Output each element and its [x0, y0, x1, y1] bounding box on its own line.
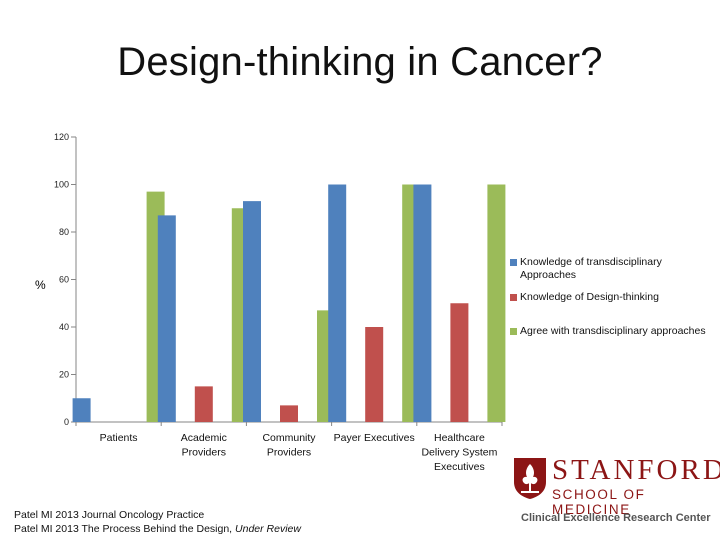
x-category-label: Community	[262, 432, 316, 444]
school-of-medicine-text: SCHOOL OF MEDICINE	[552, 487, 646, 517]
y-tick-label: 20	[59, 370, 69, 380]
x-category-label: Executives	[434, 461, 485, 473]
bar	[157, 215, 176, 422]
x-category-label: Delivery System	[421, 447, 497, 459]
y-tick-label: 40	[59, 322, 69, 332]
x-category-label: Providers	[267, 447, 311, 459]
bar	[365, 327, 384, 422]
x-category-label: Payer Executives	[334, 432, 415, 444]
x-category-label: Healthcare	[434, 432, 485, 444]
bar	[413, 184, 432, 422]
bar	[280, 405, 298, 422]
bar	[243, 201, 261, 422]
stanford-logo: STANFORD SCHOOL OF MEDICINE Clinical Exc…	[512, 454, 720, 526]
y-tick-label: 80	[59, 227, 69, 237]
legend-label: Knowledge of transdisciplinary Approaches	[520, 256, 662, 281]
legend-item: Knowledge of Design-thinking	[510, 291, 659, 304]
legend-item: Agree with transdisciplinary approaches	[510, 325, 706, 338]
legend-label: Agree with transdisciplinary approaches	[520, 325, 706, 337]
y-tick-label: 100	[54, 180, 69, 190]
legend-swatch	[510, 259, 517, 266]
citation-2: Patel MI 2013 The Process Behind the Des…	[14, 523, 301, 535]
legend-swatch	[510, 294, 517, 301]
stanford-tree-seal-icon	[514, 458, 546, 499]
y-tick-label: 60	[59, 275, 69, 285]
y-tick-label: 0	[64, 417, 69, 427]
x-category-label: Academic	[181, 432, 227, 444]
legend-label: Knowledge of Design-thinking	[520, 291, 659, 303]
x-category-label: Providers	[182, 447, 226, 459]
bar	[72, 398, 91, 422]
stanford-wordmark: STANFORD	[552, 454, 720, 486]
x-category-label: Patients	[100, 432, 138, 444]
bar	[194, 386, 213, 422]
research-center-text: Clinical Excellence Research Center	[521, 512, 711, 524]
legend-item: Knowledge of transdisciplinary Approaches	[510, 256, 662, 282]
slide-title: Design-thinking in Cancer?	[117, 40, 603, 84]
bar	[328, 184, 347, 422]
bar	[487, 184, 506, 422]
citations: Patel MI 2013 Journal Oncology Practice …	[14, 508, 301, 536]
citation-1: Patel MI 2013 Journal Oncology Practice	[14, 509, 205, 521]
y-tick-label: 120	[54, 132, 69, 142]
y-axis-label: %	[35, 278, 46, 292]
bar	[450, 303, 469, 422]
legend-swatch	[510, 328, 517, 335]
